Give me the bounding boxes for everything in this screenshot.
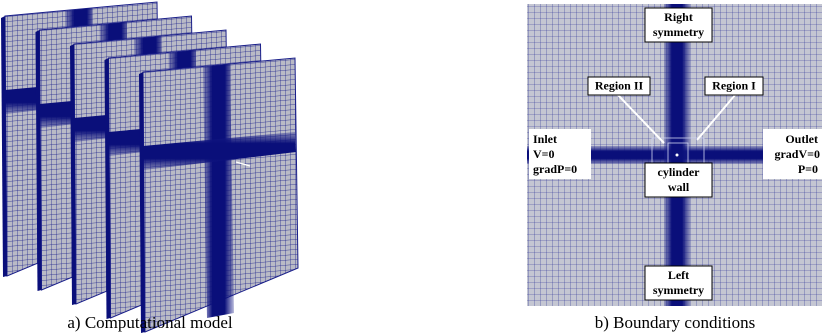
label: Region II: [595, 78, 644, 92]
label: Outlet: [785, 132, 818, 146]
cylinder: [676, 154, 679, 157]
figure: a) Computational model Right symmetry Re…: [0, 0, 823, 336]
caption: a) Computational model: [67, 313, 233, 332]
label: Right: [664, 10, 693, 24]
label: cylinder: [658, 165, 701, 179]
mesh-plate: [139, 58, 298, 333]
label: Left: [668, 268, 689, 282]
caption: b) Boundary conditions: [595, 313, 756, 332]
label: V=0: [533, 147, 555, 161]
label: symmetry: [653, 283, 704, 297]
label: gradP=0: [533, 162, 577, 176]
label: P=0: [798, 162, 818, 176]
label: Region I: [712, 78, 756, 92]
label: gradV=0: [774, 147, 820, 161]
label: symmetry: [653, 25, 704, 39]
label: wall: [668, 180, 690, 194]
label: Inlet: [533, 132, 557, 146]
boundary-conditions: Right symmetry Region II Region I Inlet …: [527, 4, 822, 306]
computational-model: [1, 2, 298, 333]
